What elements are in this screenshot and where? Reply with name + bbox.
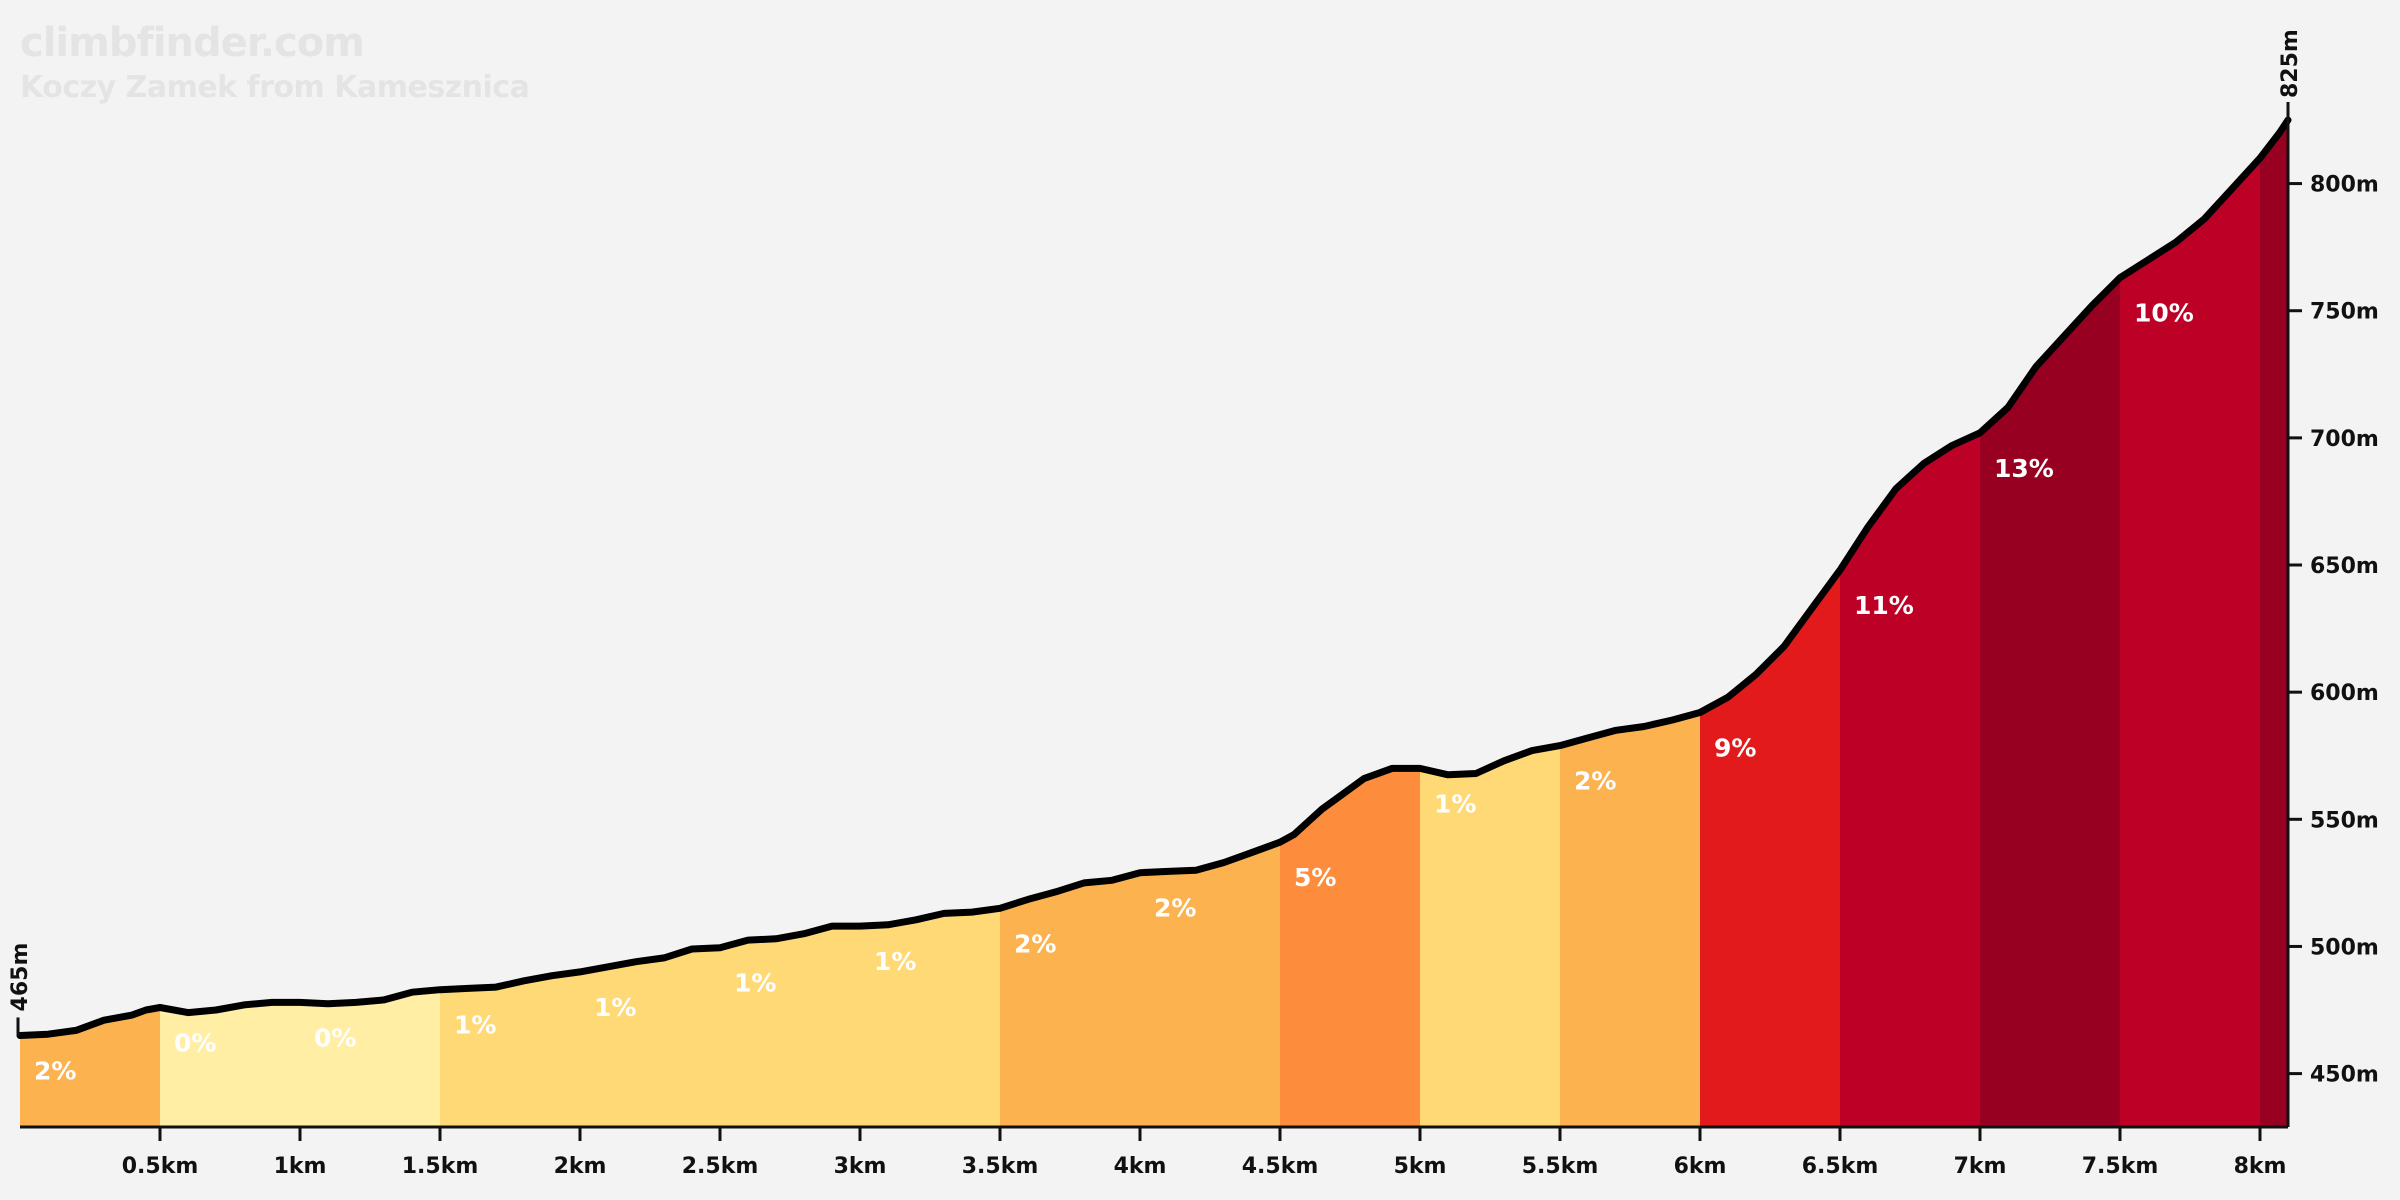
grade-segment — [1980, 277, 2120, 1127]
axes: 0.5km 1km 1.5km 2km 2.5km 3km 3.5km 4km 4.5km 5km… — [8, 29, 2379, 1179]
grade-segment — [160, 1002, 300, 1127]
x-tick-label: 4km — [1114, 1154, 1167, 1179]
grade-label: 1% — [874, 947, 916, 976]
grade-segment — [2120, 158, 2260, 1128]
grade-segment — [720, 926, 860, 1127]
x-tick-label: 5.5km — [1522, 1154, 1599, 1179]
grade-label: 0% — [174, 1029, 216, 1058]
x-tick-label: 2.5km — [682, 1154, 759, 1179]
elevation-line — [16, 116, 2292, 1039]
grade-segment — [1420, 745, 1560, 1127]
y-tick-label: 500m — [2310, 935, 2379, 960]
grade-segment — [1700, 570, 1840, 1127]
site-title[interactable]: climbfinder.com — [20, 20, 365, 66]
grade-label: 5% — [1294, 863, 1336, 892]
grade-label: 2% — [34, 1057, 76, 1086]
x-tick-label: 7.5km — [2082, 1154, 2159, 1179]
grade-segment — [440, 971, 580, 1127]
grade-label: 2% — [1014, 929, 1056, 958]
grade-label: 10% — [2134, 299, 2194, 328]
y-tick-label: 700m — [2310, 427, 2379, 452]
grade-label: 2% — [1574, 767, 1616, 796]
grade-labels: 2% 0% 0% 1% 1% 1% 1% 2% 2% 5% 1% 2% 9% 11% 13% 10% — [34, 299, 2194, 1086]
grade-segment — [1000, 872, 1140, 1127]
grade-label: 1% — [454, 1011, 496, 1040]
grade-label: 1% — [1434, 789, 1476, 818]
grade-segments — [20, 120, 2288, 1128]
grade-segment — [1140, 842, 1280, 1127]
x-tick-label: 3.5km — [962, 1154, 1039, 1179]
y-tick-label: 550m — [2310, 808, 2379, 833]
grade-segment — [20, 1007, 160, 1127]
x-tick-label: 6.5km — [1802, 1154, 1879, 1179]
grade-label: 1% — [594, 993, 636, 1022]
grade-label: 11% — [1854, 591, 1914, 620]
grade-segment — [1840, 432, 1980, 1127]
grade-label: 1% — [734, 969, 776, 998]
x-tick-label: 1.5km — [402, 1154, 479, 1179]
x-tick-label: 8km — [2234, 1154, 2287, 1179]
grade-label: 0% — [314, 1023, 356, 1052]
x-tick-label: 1km — [274, 1154, 327, 1179]
y-tick-label: 750m — [2310, 300, 2379, 325]
grade-segment — [2260, 120, 2288, 1127]
grade-segment — [860, 908, 1000, 1127]
x-tick-label: 7km — [1954, 1154, 2007, 1179]
x-tick-label: 0.5km — [122, 1154, 199, 1179]
x-tick-label: 4.5km — [1242, 1154, 1319, 1179]
y-tick-label: 600m — [2310, 681, 2379, 706]
y-tick-label: 450m — [2310, 1063, 2379, 1088]
grade-label: 2% — [1154, 894, 1196, 923]
climb-name: Koczy Zamek from Kamesznica — [20, 70, 530, 105]
y-tick-label: 800m — [2310, 173, 2379, 198]
grade-segment — [1280, 768, 1420, 1127]
grade-segment — [300, 989, 440, 1127]
end-elevation-label: 825m — [2278, 29, 2303, 98]
start-elevation-label: 465m — [8, 943, 33, 1012]
x-tick-label: 5km — [1394, 1154, 1447, 1179]
x-tick-label: 3km — [834, 1154, 887, 1179]
y-tick-label: 650m — [2310, 554, 2379, 579]
grade-segment — [1560, 712, 1700, 1127]
x-tick-label: 6km — [1674, 1154, 1727, 1179]
grade-label: 13% — [1994, 454, 2054, 483]
grade-label: 9% — [1714, 734, 1756, 763]
grade-segment — [580, 947, 720, 1127]
x-tick-label: 2km — [554, 1154, 607, 1179]
